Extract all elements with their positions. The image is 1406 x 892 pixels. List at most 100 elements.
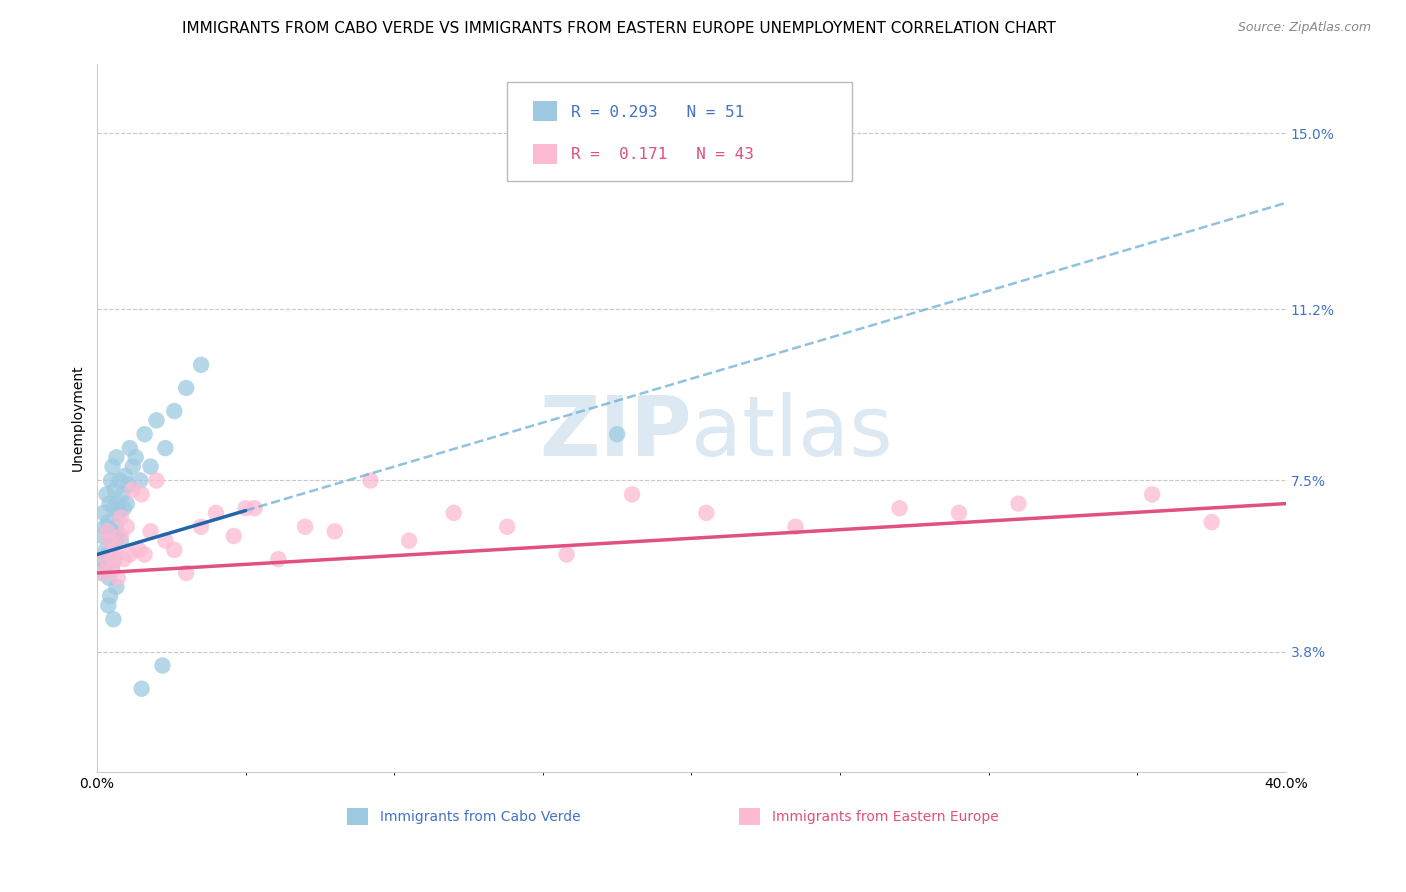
Point	[91, 529, 114, 543]
Point	[190, 520, 212, 534]
Point	[889, 501, 911, 516]
Text: R = 0.293   N = 51: R = 0.293 N = 51	[571, 104, 745, 120]
Point	[94, 520, 117, 534]
Point	[190, 358, 212, 372]
Point	[100, 474, 122, 488]
Point	[398, 533, 420, 548]
Point	[105, 580, 128, 594]
Point	[111, 487, 134, 501]
Point	[785, 520, 807, 534]
Point	[360, 474, 382, 488]
Point	[129, 474, 152, 488]
Text: Immigrants from Cabo Verde: Immigrants from Cabo Verde	[380, 810, 581, 823]
Point	[152, 658, 174, 673]
Bar	[533, 144, 557, 163]
Point	[97, 515, 120, 529]
Point	[496, 520, 519, 534]
Point	[108, 474, 131, 488]
Point	[131, 487, 153, 501]
Point	[94, 552, 117, 566]
Point	[94, 542, 117, 557]
Y-axis label: Unemployment: Unemployment	[72, 365, 86, 471]
Point	[103, 538, 125, 552]
Point	[101, 459, 124, 474]
Point	[243, 501, 266, 516]
Point	[90, 566, 112, 580]
Point	[695, 506, 717, 520]
Text: ZIP: ZIP	[538, 392, 692, 473]
Point	[112, 552, 135, 566]
Point	[110, 529, 132, 543]
Point	[91, 552, 114, 566]
Point	[118, 548, 141, 562]
Point	[163, 404, 186, 418]
Point	[145, 474, 167, 488]
Point	[97, 571, 120, 585]
Point	[112, 501, 135, 516]
Point	[125, 450, 148, 465]
Point	[139, 524, 162, 539]
Point	[97, 533, 120, 548]
Point	[267, 552, 290, 566]
Point	[93, 557, 115, 571]
Point	[103, 501, 125, 516]
Point	[121, 459, 143, 474]
Point	[555, 548, 578, 562]
Point	[1007, 497, 1029, 511]
Point	[294, 520, 316, 534]
Point	[134, 427, 156, 442]
Point	[105, 450, 128, 465]
Point	[128, 542, 150, 557]
Point	[115, 497, 138, 511]
Point	[103, 552, 125, 566]
Point	[104, 520, 127, 534]
Point	[91, 566, 114, 580]
Point	[96, 524, 118, 539]
Point	[155, 533, 177, 548]
Point	[145, 413, 167, 427]
Point	[103, 612, 125, 626]
Point	[104, 552, 127, 566]
Text: Immigrants from Eastern Europe: Immigrants from Eastern Europe	[772, 810, 1000, 823]
Point	[1140, 487, 1163, 501]
Point	[115, 520, 138, 534]
Point	[104, 542, 127, 557]
Point	[1201, 515, 1223, 529]
Point	[110, 533, 132, 548]
Point	[100, 533, 122, 548]
Point	[105, 529, 128, 543]
Point	[93, 506, 115, 520]
Point	[323, 524, 346, 539]
Point	[443, 506, 465, 520]
Point	[104, 483, 127, 497]
Point	[121, 483, 143, 497]
FancyBboxPatch shape	[508, 82, 852, 181]
Text: atlas: atlas	[692, 392, 893, 473]
Point	[114, 468, 136, 483]
Point	[222, 529, 245, 543]
Point	[948, 506, 970, 520]
Point	[101, 524, 124, 539]
Point	[155, 441, 177, 455]
Point	[174, 566, 197, 580]
Point	[107, 506, 129, 520]
Point	[98, 589, 121, 603]
Text: Source: ZipAtlas.com: Source: ZipAtlas.com	[1237, 21, 1371, 34]
Point	[118, 441, 141, 455]
Point	[96, 548, 118, 562]
Point	[110, 510, 132, 524]
Text: R =  0.171   N = 43: R = 0.171 N = 43	[571, 147, 754, 162]
Point	[134, 548, 156, 562]
Bar	[740, 808, 761, 825]
Bar	[533, 102, 557, 121]
Point	[98, 497, 121, 511]
Point	[606, 427, 628, 442]
Text: IMMIGRANTS FROM CABO VERDE VS IMMIGRANTS FROM EASTERN EUROPE UNEMPLOYMENT CORREL: IMMIGRANTS FROM CABO VERDE VS IMMIGRANTS…	[181, 21, 1056, 36]
Point	[174, 381, 197, 395]
Point	[101, 561, 124, 575]
Point	[163, 542, 186, 557]
Point	[107, 571, 129, 585]
Point	[131, 681, 153, 696]
Bar	[347, 808, 368, 825]
Point	[117, 478, 139, 492]
